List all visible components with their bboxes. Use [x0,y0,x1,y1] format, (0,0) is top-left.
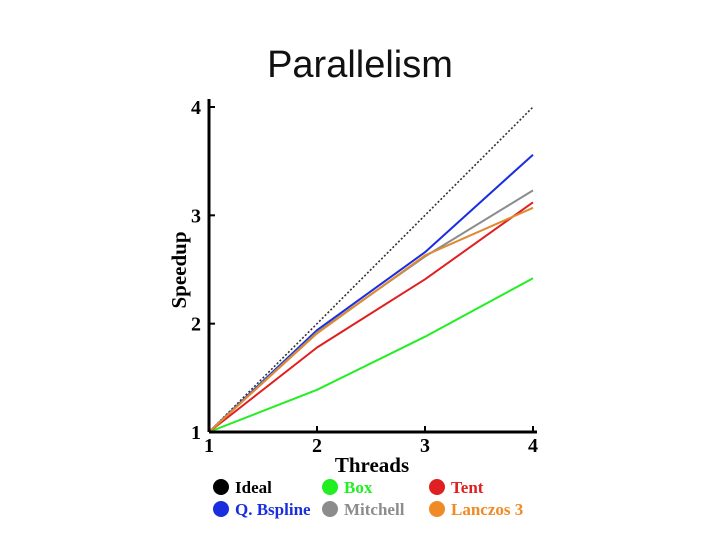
legend-label-q-bspline: Q. Bspline [235,500,311,519]
chart-ticks: 1 2 3 4 1 2 3 4 [191,97,538,457]
legend-marker-q-bspline [213,501,229,517]
y-axis-title: Speedup [167,231,191,308]
legend-label-ideal: Ideal [235,478,272,497]
slide-title: Parallelism [267,44,453,86]
legend-marker-lanczos-3 [429,501,445,517]
legend-label-lanczos-3: Lanczos 3 [451,500,523,519]
series-line-tent [208,201,534,433]
legend-marker-tent [429,479,445,495]
legend-label-box: Box [344,478,373,497]
legend-marker-box [322,479,338,495]
legend-marker-ideal [213,479,229,495]
chart-axes [207,99,537,434]
y-tick-label: 1 [191,422,201,444]
series-line-ideal [208,106,534,433]
y-tick-label: 2 [191,314,201,336]
y-tick-label: 4 [191,97,201,119]
x-tick-label: 2 [312,435,322,457]
y-tick-label: 3 [191,205,201,227]
x-tick-label: 3 [420,435,430,457]
legend-label-mitchell: Mitchell [344,500,405,519]
series-line-box [208,277,534,433]
legend-marker-mitchell [322,501,338,517]
plot-series [208,106,534,433]
series-line-mitchell [208,189,534,433]
x-axis-title: Threads [335,453,409,477]
x-tick-label: 4 [528,435,538,457]
series-line-lanczos-3 [208,206,534,433]
chart-legend: Ideal Box Tent Q. Bspline Mitchell Lanczos 3 [213,478,523,519]
x-tick-label: 1 [204,435,214,457]
legend-label-tent: Tent [451,478,484,497]
